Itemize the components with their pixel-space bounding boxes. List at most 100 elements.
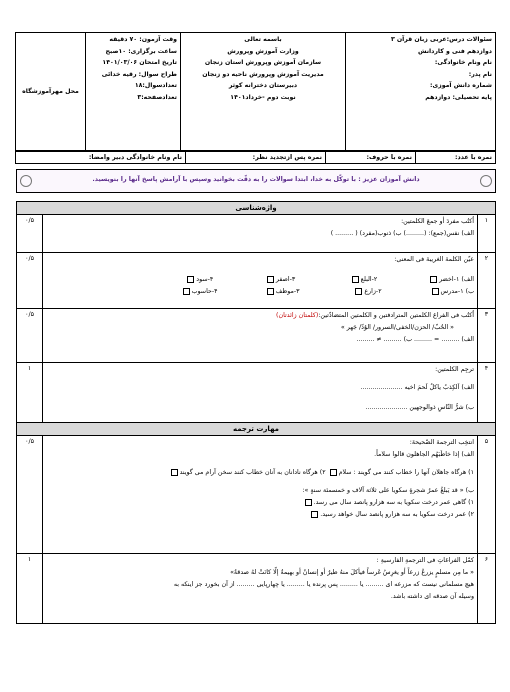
section-title: مهارت ترجمه: [16, 422, 496, 436]
checkbox[interactable]: [311, 510, 319, 518]
q-prompt: ترجِم الکلمتین:: [435, 366, 474, 373]
q-body: اُکتُب فی الفراغ الکلمتین المترادفتین و …: [42, 308, 478, 363]
question-count: تعدادسوال:۱۸: [134, 82, 177, 89]
student-id: شماره دانش آموزی:: [430, 82, 492, 89]
q-line: ۲) عمر درخت سکویا به سه هزارو پانصد سال …: [46, 509, 474, 521]
grade-revised: نمره پس ازتجدید نظر:: [185, 151, 326, 164]
checkbox[interactable]: [431, 287, 439, 295]
option: ۴-حاسوب: [191, 288, 218, 295]
term: نوبت دوم -خرداد۱۴۰۱: [230, 93, 296, 101]
subject: سئوالات درس:عربی زبان قرآن ۳: [390, 36, 492, 43]
checkbox[interactable]: [329, 468, 337, 476]
q-number: ۴: [477, 362, 496, 423]
option: ۲-زارع: [364, 288, 382, 295]
page: سئوالات درس:عربی زبان قرآن ۳ دوازدهم فنی…: [0, 32, 510, 692]
q-number: ۱: [477, 214, 496, 253]
q-prompt: عیّن الکلمةَ الغریبةَ فی المعنی:: [394, 256, 474, 263]
stamp: محل مهرآموزشگاه: [15, 32, 86, 151]
q-number: ۶: [477, 553, 496, 624]
designer: طراح سوال: رقیه خدائی: [101, 70, 177, 78]
instruction-cell: دانش آموزان عزیز : با توکّل به خدا، ابتد…: [16, 169, 496, 193]
q-score: ۰/۵: [15, 252, 44, 309]
checkbox[interactable]: [266, 287, 274, 295]
q-body: کمّل الفراغاتِ فی الترجمةِ الفارسیةِ : «…: [42, 553, 478, 624]
page-count: تعدادصفحه:۳: [137, 93, 177, 101]
q-body: اُکتُب مفردَ أو جمعَ الکلمتین: الف) نفس(…: [42, 214, 478, 253]
prompt-note: (کلمتان زائدتان): [276, 312, 319, 319]
q-options: ب) ۱-مدرس ۲-زارع ۳-موظف ۴-حاسوب: [46, 286, 474, 298]
exam-info: وقت آزمون: ۷۰ دقیقه ساعت برگزاری: ۱۰صبح …: [85, 32, 181, 151]
choice: ۲) هرگاه نادانان به آنان خطاب کنند سخن آ…: [179, 469, 326, 476]
prompt-text: اُکتُب فی الفراغ الکلمتین المترادفتین و …: [318, 312, 474, 319]
choice: ۲) عمر درخت سکویا به سه هزارو پانصد سال …: [320, 511, 474, 518]
checkbox[interactable]: [170, 468, 178, 476]
date: تاریخ امتحان ۱۴۰۱/۰۳/۰۶: [102, 59, 177, 66]
q-line: الف) نفس(جمع): (.........) ب) ذنوب(مفرد)…: [330, 230, 474, 237]
option: ۳-اصفر: [275, 276, 296, 283]
section-title: واژه‌شناسی: [16, 201, 496, 215]
q-line: الف) ......... = ......... ب) ......... …: [356, 336, 474, 343]
choice: ۱) هرگاه جاهلان آنها را خطاب کنند می گوی…: [338, 469, 474, 476]
option: ۴-سود: [196, 276, 214, 283]
q-number: ۲: [477, 252, 496, 309]
q-line: « الحُبّ/ الحزن/الخفی/السرور/ الوُدّ/ جَ…: [340, 324, 454, 331]
duration: وقت آزمون: ۷۰ دقیقه: [109, 36, 177, 43]
father-name: نام پدر:: [468, 70, 492, 78]
q-prompt: انتخِب الترجمةَ الصّحیحةَ:: [409, 439, 474, 446]
ornament: [480, 175, 492, 187]
q-score: ۱: [15, 362, 44, 423]
grade-number: نمره با عدد:: [415, 151, 496, 164]
exam-sheet: سئوالات درس:عربی زبان قرآن ۳ دوازدهم فنی…: [15, 32, 496, 662]
q-body: عیّن الکلمةَ الغریبةَ فی المعنی: الف) ۱-…: [42, 252, 478, 309]
field: دوازدهم فنی و کاردانش: [417, 47, 492, 55]
q-line: ب) « قد یَبلغُ عمرُ شجرةٍ سکویا علی ثلاث…: [302, 487, 474, 494]
q-line: ۱) هرگاه جاهلان آنها را خطاب کنند می گوی…: [46, 467, 474, 479]
q-line: ب) شرُّ النّاسِ ذوالوجهین ..............…: [365, 404, 474, 411]
grades-table: نمره با عدد: نمره با حروف: نمره پس ازتجد…: [15, 151, 496, 164]
bismillah: باسمه تعالی: [244, 36, 282, 43]
time: ساعت برگزاری: ۱۰صبح: [105, 47, 177, 55]
checkbox[interactable]: [182, 287, 190, 295]
option: ۱-اخضر: [439, 276, 460, 283]
option: ۱-مدرس: [440, 288, 464, 295]
instruction: دانش آموزان عزیز : با توکّل به خدا، ابتد…: [92, 176, 420, 183]
label: الف): [461, 276, 474, 283]
q-number: ۳: [477, 308, 496, 363]
q-number: ۵: [477, 435, 496, 554]
q-line: الف) اَلکِذبُ یاکلُ لَحمَ اخیه .........…: [360, 384, 474, 391]
checkbox[interactable]: [266, 275, 274, 283]
q-line: « ما مِن مسلمٍ یزرعُ زرعاً أو یغرِسُ غَر…: [230, 569, 474, 576]
q-line: وسیله آن صدقه ای داشته باشد.: [390, 593, 474, 600]
q-score: ۰/۵: [15, 214, 44, 253]
q-body: انتخِب الترجمةَ الصّحیحةَ: الف) إذا خاطَ…: [42, 435, 478, 554]
q-prompt: اُکتُب مفردَ أو جمعَ الکلمتین:: [401, 218, 474, 225]
checkbox[interactable]: [351, 275, 359, 283]
q-options: الف) ۱-اخضر ۲-البلع ۳-اصفر ۴-سود: [46, 274, 474, 286]
checkbox[interactable]: [355, 287, 363, 295]
q-body: ترجِم الکلمتین: الف) اَلکِذبُ یاکلُ لَحم…: [42, 362, 478, 423]
checkbox[interactable]: [430, 275, 438, 283]
ornament: [20, 175, 32, 187]
ministry: وزارت آموزش وپرورش: [227, 47, 299, 55]
organization: سازمان آموزش وپرورش استان زنجان: [204, 59, 322, 66]
label: ب): [465, 288, 474, 295]
teacher-sign: نام ونام خانوادگی دبیر وامضا:: [15, 151, 186, 164]
student-info: سئوالات درس:عربی زبان قرآن ۳ دوازدهم فنی…: [345, 32, 496, 151]
choice: ۱) گاهی عمر درخت سکویا به سه هزارو پانصد…: [313, 499, 474, 506]
instruction-table: دانش آموزان عزیز : با توکّل به خدا، ابتد…: [16, 169, 496, 193]
q-score: ۰/۵: [15, 308, 44, 363]
grade: پایه تحصیلی: دوازدهم: [425, 93, 492, 101]
checkbox[interactable]: [187, 275, 195, 283]
district: مدیریت آموزش وپرورش ناحیه دو زنجان: [202, 70, 324, 78]
school: دبیرستان دخترانه کوثر: [228, 82, 298, 89]
header-table: سئوالات درس:عربی زبان قرآن ۳ دوازدهم فنی…: [15, 32, 496, 151]
q-line: هیچ مسلمانی نیست که مزرعه ای ......... ی…: [173, 581, 474, 588]
q-line: ۱) گاهی عمر درخت سکویا به سه هزارو پانصد…: [46, 497, 474, 509]
grade-words: نمره با حروف:: [325, 151, 416, 164]
checkbox[interactable]: [304, 498, 312, 506]
q-score: ۱: [15, 553, 44, 624]
q-prompt: کمّل الفراغاتِ فی الترجمةِ الفارسیةِ :: [376, 557, 474, 564]
q-prompt: اُکتُب فی الفراغ الکلمتین المترادفتین و …: [46, 310, 474, 322]
student-name: نام ونام خانوادگی:: [434, 59, 492, 66]
option: ۳-موظف: [275, 288, 300, 295]
